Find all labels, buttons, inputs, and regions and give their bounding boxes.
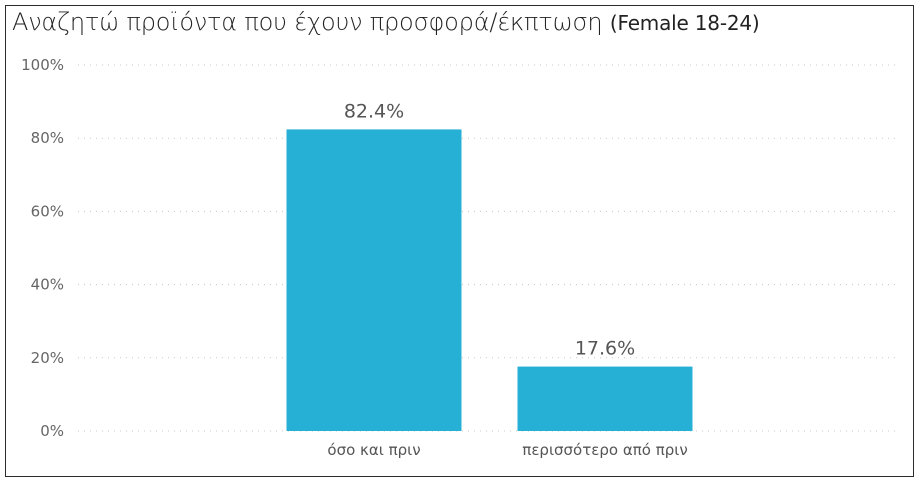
y-tick-label: 20% [31,349,64,367]
y-tick-label: 0% [40,422,64,440]
y-tick-label: 40% [31,276,64,294]
x-category-label: περισσότερο από πριν [522,441,687,459]
y-tick-label: 60% [31,202,64,220]
bar [517,366,693,431]
y-tick-label: 100% [21,56,64,74]
y-tick-label: 80% [31,129,64,147]
data-label: 82.4% [344,100,404,122]
bar [286,129,462,431]
chart-title-subtitle: (Female 18-24) [609,11,760,35]
data-label: 17.6% [575,338,635,360]
chart-title: Αναζητώ προϊόντα που έχουν προσφορά/έκπτ… [12,8,760,36]
chart-title-main: Αναζητώ προϊόντα που έχουν προσφορά/έκπτ… [12,8,603,36]
x-category-label: όσο και πριν [327,441,420,459]
